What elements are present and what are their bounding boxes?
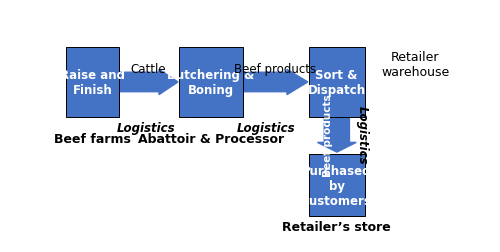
Text: Beef products: Beef products (324, 94, 334, 176)
Text: Logistics: Logistics (356, 106, 368, 164)
FancyArrow shape (118, 70, 178, 95)
Text: Retailer’s store: Retailer’s store (282, 220, 391, 233)
Text: Cattle: Cattle (130, 62, 166, 76)
FancyArrow shape (318, 118, 356, 152)
Text: Abattoir & Processor: Abattoir & Processor (138, 133, 284, 145)
Text: Raise and
Finish: Raise and Finish (60, 69, 125, 97)
FancyBboxPatch shape (308, 48, 365, 117)
FancyBboxPatch shape (179, 48, 242, 117)
Text: Beef products: Beef products (234, 62, 316, 76)
FancyBboxPatch shape (308, 154, 365, 216)
Text: Beef farms: Beef farms (54, 133, 131, 145)
FancyBboxPatch shape (66, 48, 118, 117)
Text: Logistics: Logistics (236, 122, 295, 135)
Text: Retailer
warehouse: Retailer warehouse (381, 51, 449, 79)
FancyArrow shape (242, 70, 308, 95)
Text: Purchased
by
customers: Purchased by customers (302, 164, 372, 207)
Text: Butchering &
Boning: Butchering & Boning (167, 69, 254, 97)
Text: Sort &
Dispatch: Sort & Dispatch (308, 69, 366, 97)
Text: Logistics: Logistics (116, 122, 175, 135)
